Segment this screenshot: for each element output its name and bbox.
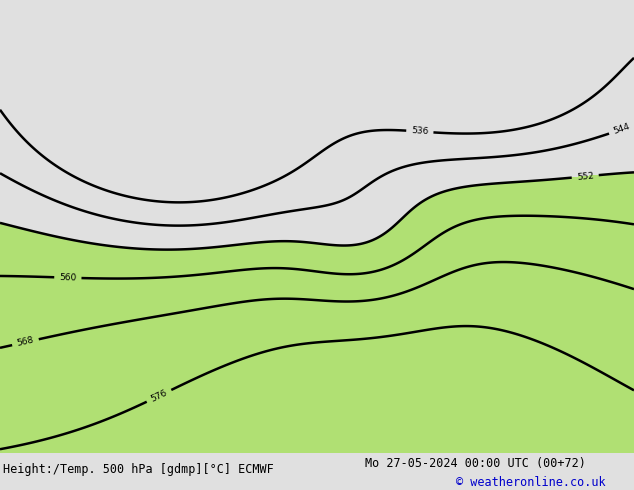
Text: 544: 544 [612, 122, 631, 136]
Text: 560: 560 [59, 273, 77, 282]
Text: 576: 576 [149, 388, 169, 404]
Text: 552: 552 [576, 171, 594, 182]
Text: 536: 536 [411, 126, 429, 137]
Text: © weatheronline.co.uk: © weatheronline.co.uk [456, 476, 606, 489]
Text: 568: 568 [16, 336, 35, 348]
Text: Height:/Temp. 500 hPa [gdmp][°C] ECMWF: Height:/Temp. 500 hPa [gdmp][°C] ECMWF [3, 463, 274, 476]
Text: Mo 27-05-2024 00:00 UTC (00+72): Mo 27-05-2024 00:00 UTC (00+72) [365, 457, 585, 470]
